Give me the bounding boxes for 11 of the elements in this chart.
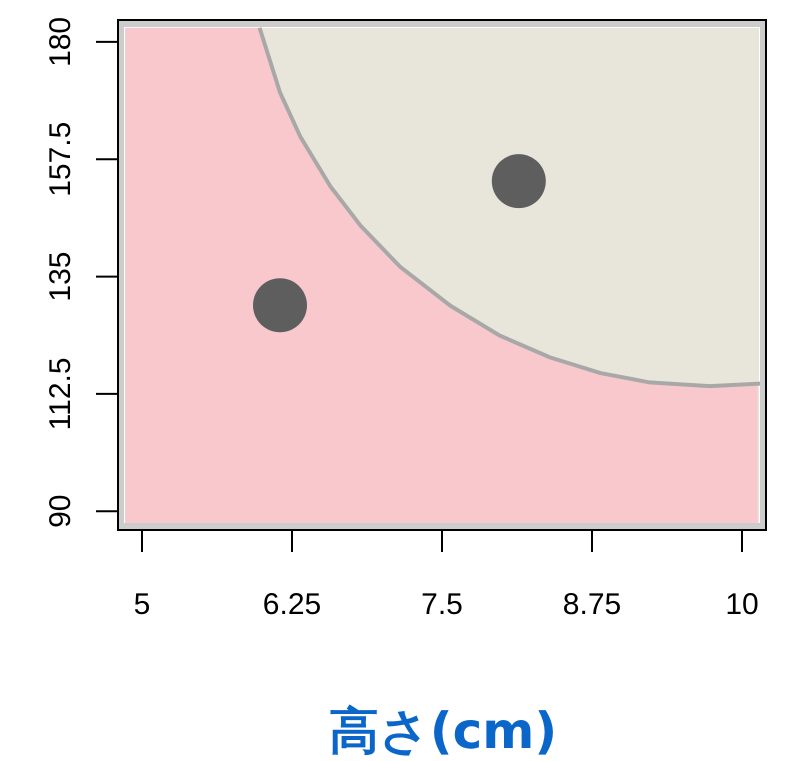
y-tick-label: 112.5 [44, 357, 77, 430]
x-tick-label: 10 [725, 588, 759, 621]
y-tick-label: 135 [44, 252, 77, 302]
x-tick-label: 7.5 [421, 588, 463, 621]
x-tick-label: 6.25 [262, 588, 322, 621]
y-tick-label: 180 [44, 16, 77, 67]
y-tick-label: 90 [44, 494, 77, 528]
x-axis-title: 高さ(cm) [328, 702, 558, 760]
x-tick-label: 8.75 [562, 588, 622, 621]
y-tick-label: 157.5 [44, 122, 77, 197]
x-tick-label: 5 [134, 588, 150, 621]
